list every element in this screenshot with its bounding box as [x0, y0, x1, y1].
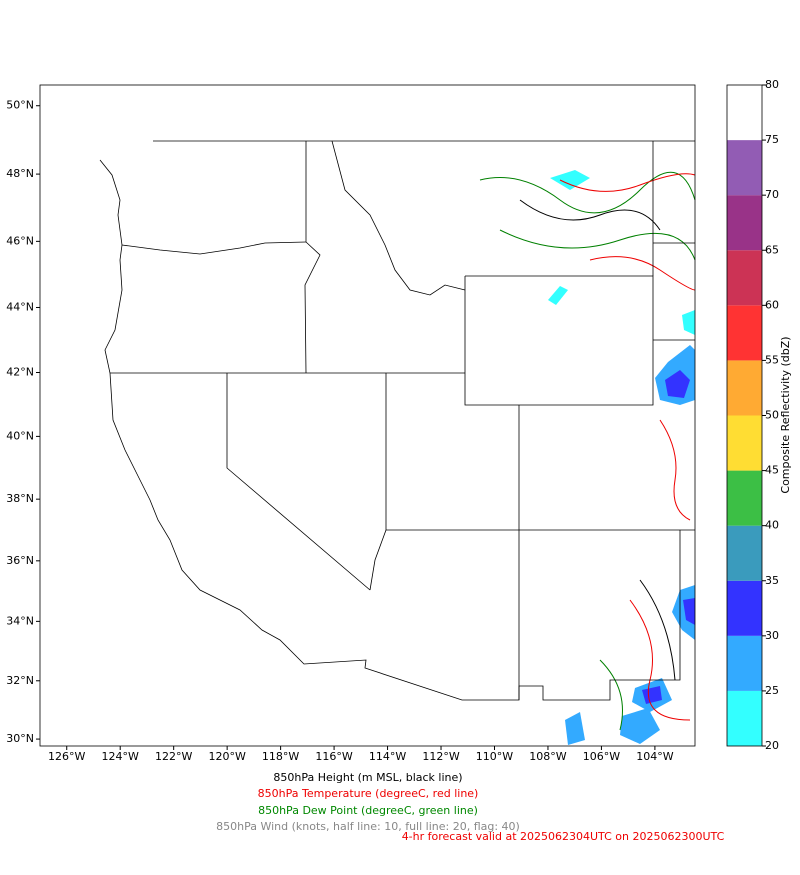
colorbar-segment	[727, 525, 762, 581]
colorbar-segment	[727, 140, 762, 196]
colorbar-tick-label: 60	[765, 298, 779, 311]
caption: 850hPa Wind (knots, half line: 10, full …	[216, 820, 520, 833]
colorbar-segment	[727, 360, 762, 416]
x-tick-label: 124°W	[102, 750, 139, 763]
x-tick-label: 112°W	[422, 750, 459, 763]
y-tick-label: 38°N	[6, 492, 34, 505]
colorbar-tick-label: 80	[765, 78, 779, 91]
colorbar-segment	[727, 305, 762, 361]
y-tick-label: 46°N	[6, 234, 34, 247]
colorbar-segment	[727, 415, 762, 471]
colorbar-tick-label: 20	[765, 739, 779, 752]
y-tick-label: 36°N	[6, 554, 34, 567]
caption: 850hPa Height (m MSL, black line)	[273, 771, 462, 784]
caption: 850hPa Temperature (degreeC, red line)	[258, 787, 479, 800]
colorbar-tick-label: 50	[765, 409, 779, 422]
y-tick-label: 44°N	[6, 300, 34, 313]
y-tick-label: 40°N	[6, 429, 34, 442]
colorbar-segment	[727, 580, 762, 636]
y-tick-label: 48°N	[6, 167, 34, 180]
colorbar-segment	[727, 470, 762, 526]
colorbar-tick-label: 70	[765, 188, 779, 201]
colorbar-segment	[727, 195, 762, 251]
map-shapes	[39, 84, 696, 747]
colorbar-tick-label: 55	[765, 353, 779, 366]
colorbar-tick-label: 30	[765, 629, 779, 642]
colorbar-tick-label: 75	[765, 133, 779, 146]
colorbar-tick-label: 25	[765, 684, 779, 697]
colorbar-segment	[727, 635, 762, 691]
colorbar-label: Composite Reflectivity (dbZ)	[779, 336, 792, 493]
colorbar-tick-label: 65	[765, 243, 779, 256]
y-tick-label: 30°N	[6, 732, 34, 745]
caption: 850hPa Dew Point (degreeC, green line)	[258, 804, 478, 817]
caption: 4-hr forecast valid at 2025062304UTC on …	[402, 830, 725, 843]
x-tick-label: 118°W	[262, 750, 299, 763]
x-tick-label: 108°W	[529, 750, 566, 763]
y-tick-label: 42°N	[6, 365, 34, 378]
colorbar-tick-label: 35	[765, 574, 779, 587]
x-tick-label: 104°W	[636, 750, 673, 763]
x-tick-label: 110°W	[476, 750, 513, 763]
colorbar-segment	[727, 85, 762, 141]
colorbar-segment	[727, 250, 762, 306]
x-tick-label: 122°W	[155, 750, 192, 763]
y-tick-label: 50°N	[6, 99, 34, 112]
y-tick-label: 34°N	[6, 614, 34, 627]
x-tick-label: 120°W	[208, 750, 245, 763]
colorbar-segment	[727, 690, 762, 746]
x-tick-label: 116°W	[315, 750, 352, 763]
colorbar-tick-label: 45	[765, 464, 779, 477]
y-tick-label: 32°N	[6, 674, 34, 687]
x-tick-label: 126°W	[48, 750, 85, 763]
x-tick-label: 106°W	[583, 750, 620, 763]
x-tick-label: 114°W	[369, 750, 406, 763]
colorbar-tick-label: 40	[765, 519, 779, 532]
